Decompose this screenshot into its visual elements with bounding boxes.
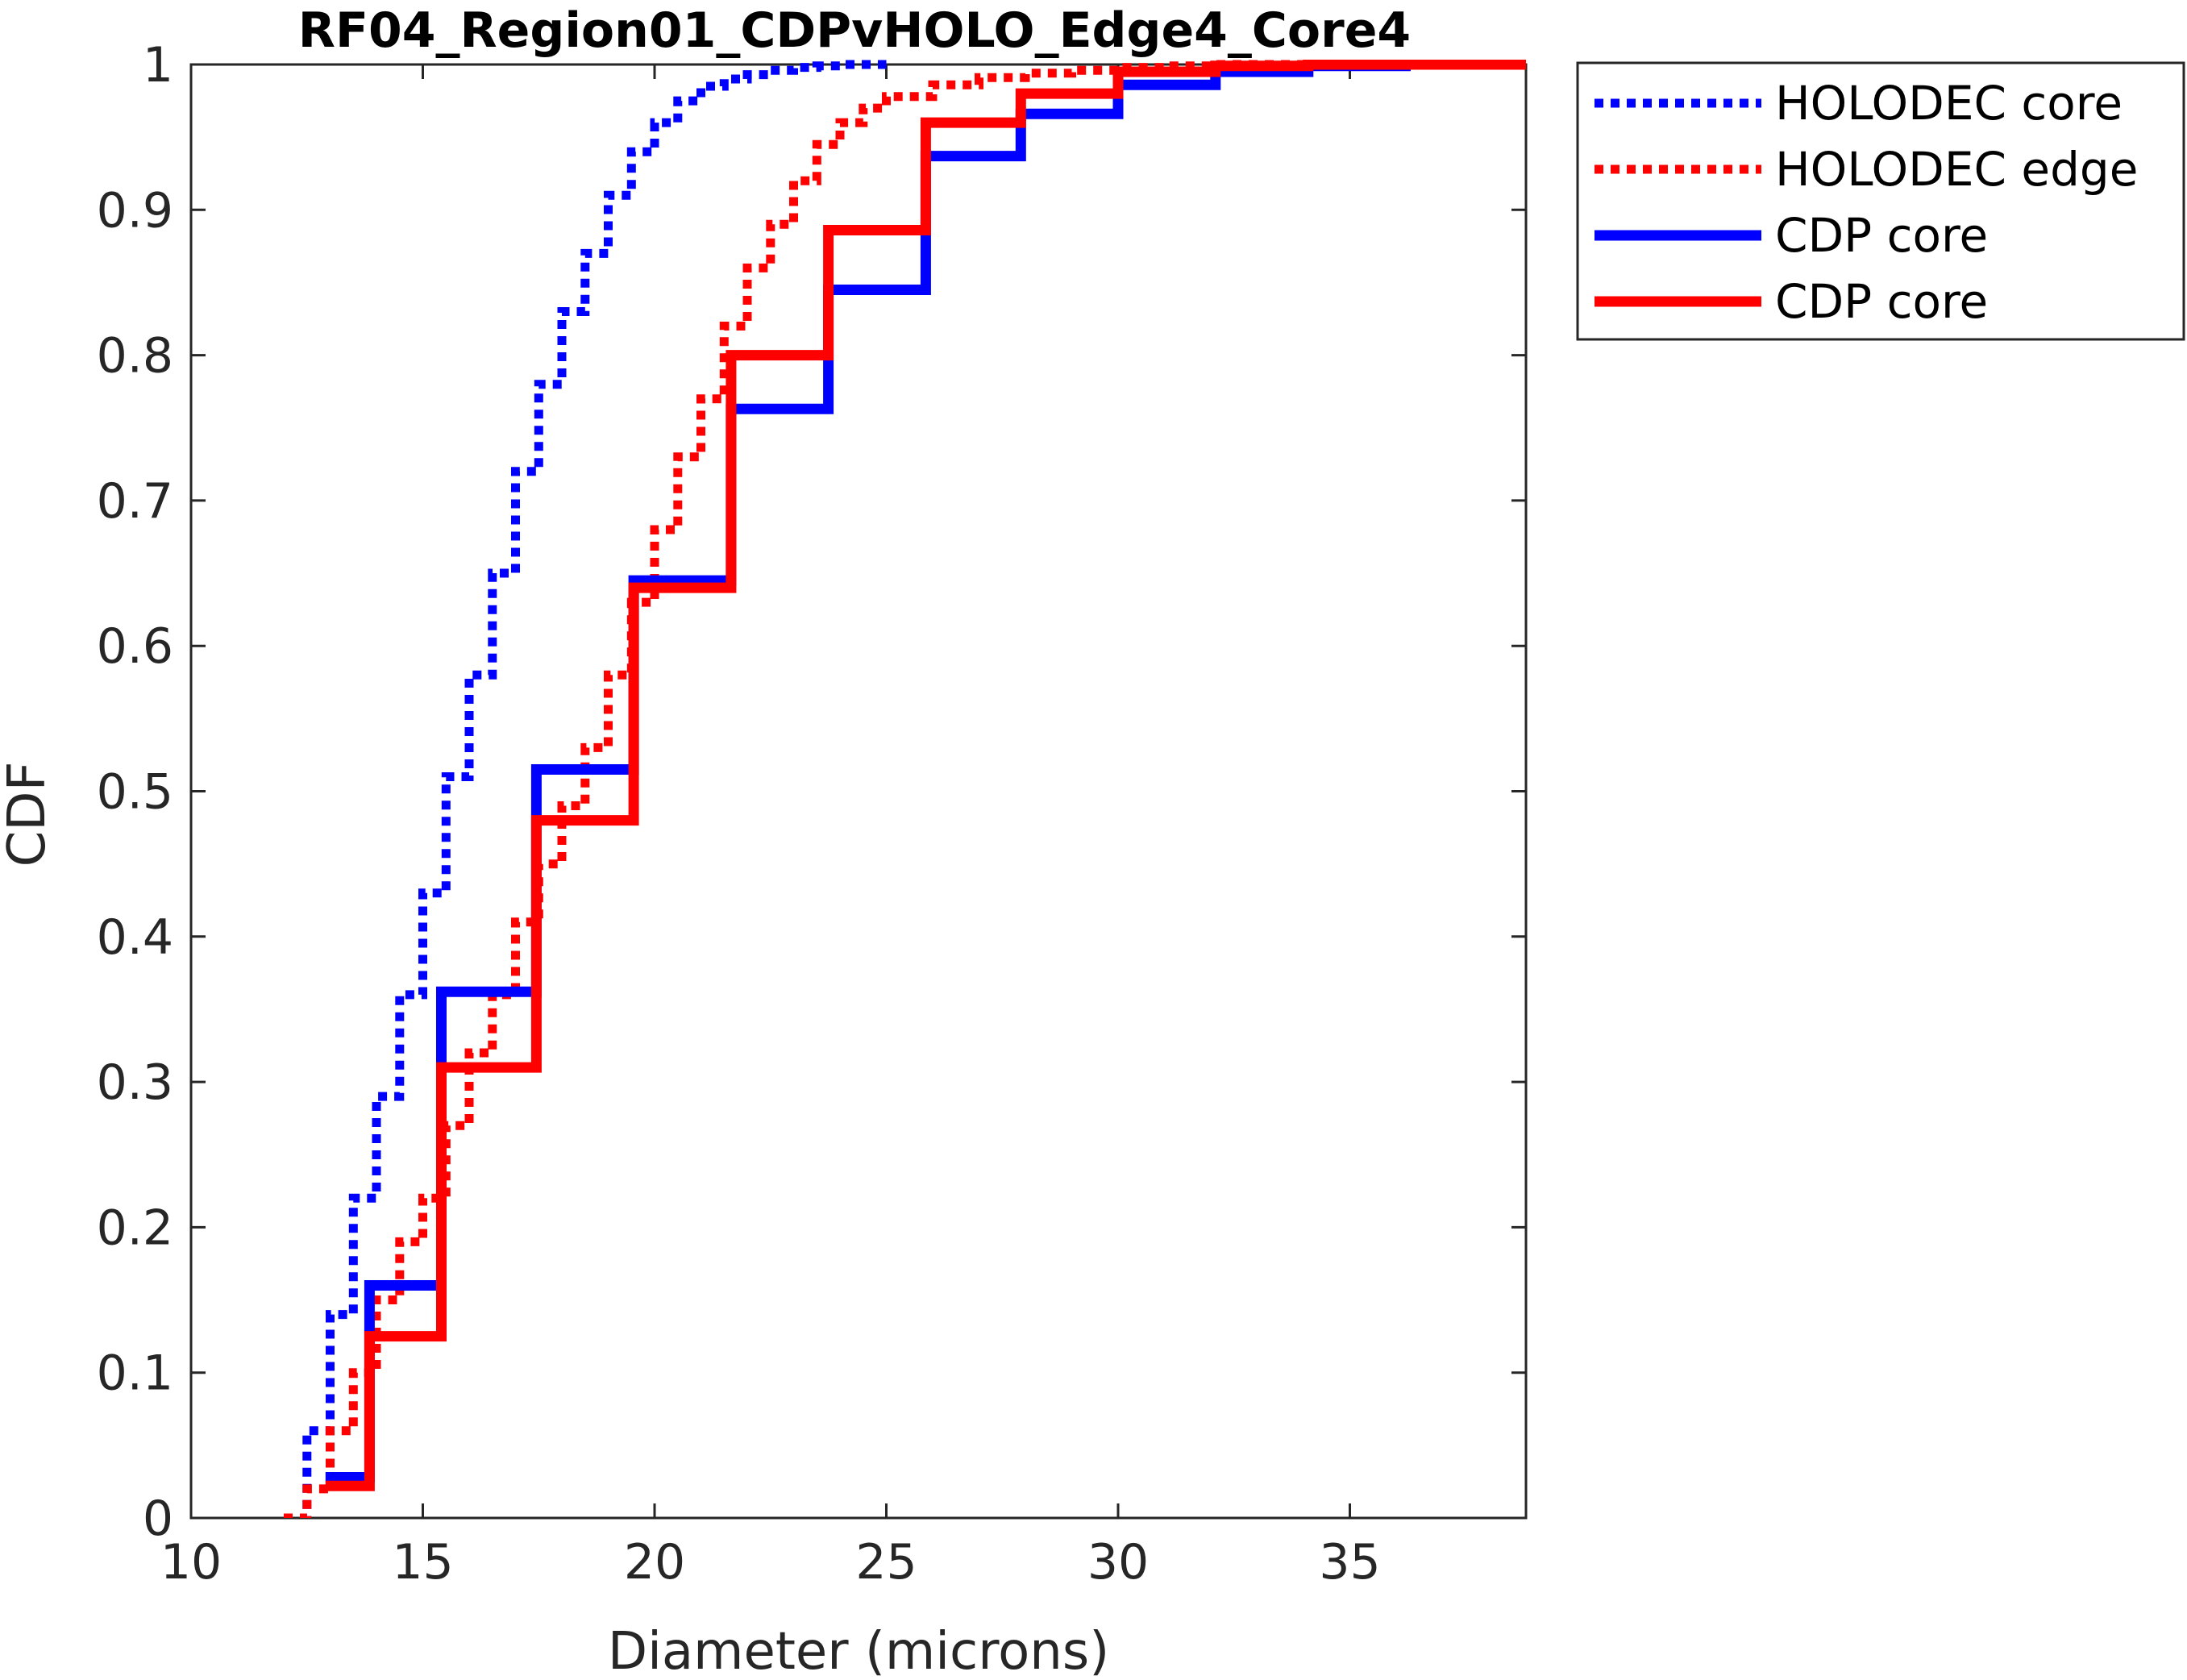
series-lines	[284, 60, 1526, 1518]
x-tick-label: 15	[392, 1534, 453, 1591]
y-tick-label: 0.2	[97, 1200, 173, 1256]
legend-label: CDP core	[1775, 274, 1988, 329]
series-line-4	[325, 60, 1526, 1491]
axis-ticks: 10 15 20 25 30 35 0 0.1 0.2 0.3 0.4 0.5 0.6 0.7 0.8 0.9…	[97, 37, 1526, 1591]
legend-label: CDP core	[1775, 208, 1988, 263]
y-tick-label: 0.1	[97, 1345, 173, 1402]
chart-title: RF04_Region01_CDPvHOLO_Edge4_Core4	[298, 2, 1411, 59]
x-tick-label: 25	[855, 1534, 917, 1591]
x-tick-label: 20	[624, 1534, 685, 1591]
y-tick-label: 1	[143, 37, 173, 94]
y-tick-label: 0.8	[97, 328, 173, 385]
y-tick-label: 0.7	[97, 473, 173, 530]
legend-label: HOLODEC core	[1775, 76, 2123, 131]
y-tick-label: 0.3	[97, 1054, 173, 1111]
legend-label: HOLODEC edge	[1775, 142, 2138, 197]
x-tick-label: 35	[1319, 1534, 1380, 1591]
y-axis-label: CDF	[0, 762, 57, 867]
series-line-3	[325, 60, 1526, 1482]
legend-box	[1576, 61, 2185, 341]
x-axis-label: Diameter (microns)	[608, 1622, 1109, 1680]
y-tick-label: 0.5	[97, 764, 173, 821]
legend: HOLODEC core HOLODEC edge CDP core CDP core	[1576, 61, 2185, 341]
x-tick-label: 10	[160, 1534, 222, 1591]
x-tick-label: 30	[1087, 1534, 1149, 1591]
y-tick-label: 0.4	[97, 909, 173, 966]
y-tick-label: 0	[143, 1491, 173, 1547]
series-line-1	[284, 60, 887, 1518]
y-tick-label: 0.9	[97, 182, 173, 239]
series-line-2	[284, 60, 1526, 1518]
y-tick-label: 0.6	[97, 618, 173, 675]
